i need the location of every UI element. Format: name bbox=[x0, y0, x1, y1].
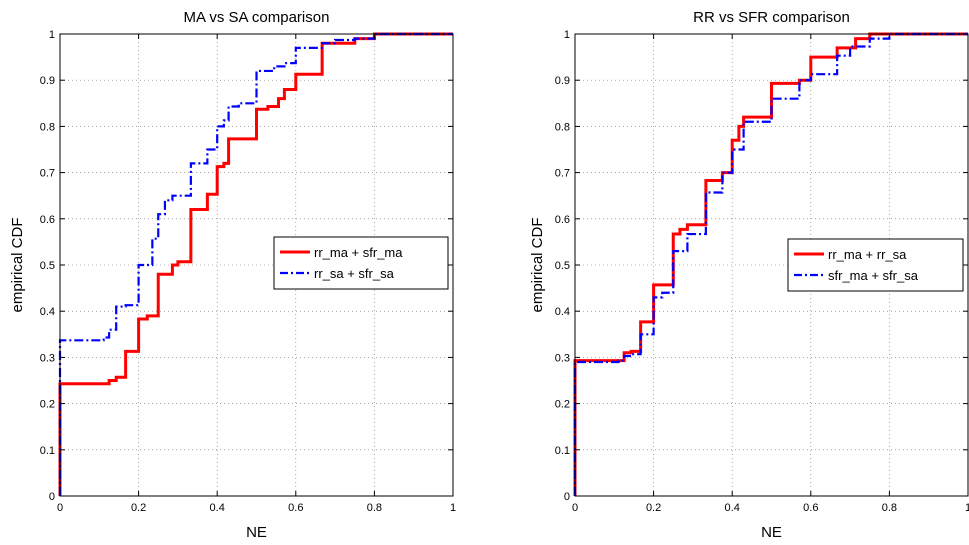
chart-title: RR vs SFR comparison bbox=[693, 9, 850, 26]
y-axis-label: empirical CDF bbox=[9, 217, 26, 312]
x-axis-label: NE bbox=[761, 524, 782, 541]
x-tick-label: 0 bbox=[572, 502, 578, 514]
x-axis-label: NE bbox=[246, 524, 267, 541]
y-tick-label: 0.7 bbox=[555, 168, 570, 180]
legend-entry: rr_ma + rr_sa bbox=[828, 247, 907, 262]
series-line-solid bbox=[573, 32, 968, 496]
left-cdf-plot: 0 0.2 0.4 0.6 0.8 1 0 0.1 0.2 0.3 0.4 0.5 0.6 0.7 0.8 0… bbox=[9, 9, 456, 541]
y-tick-label: 0.9 bbox=[40, 75, 55, 87]
right-cdf-plot: 0 0.2 0.4 0.6 0.8 1 0 0.1 0.2 0.3 0.4 0.5 0.6 0.7 0.8 0… bbox=[529, 9, 969, 541]
x-tick-label: 0.8 bbox=[882, 502, 897, 514]
legend-entry: rr_sa + sfr_sa bbox=[314, 266, 395, 281]
x-tick-label: 1 bbox=[965, 502, 969, 514]
y-tick-label: 0.6 bbox=[40, 214, 55, 226]
y-tick-label: 0.8 bbox=[555, 121, 570, 133]
x-tick-label: 0.8 bbox=[367, 502, 382, 514]
series-line-solid bbox=[58, 32, 453, 496]
y-tick-label: 0.4 bbox=[555, 306, 570, 318]
x-tick-label: 1 bbox=[450, 502, 456, 514]
y-axis-label: empirical CDF bbox=[529, 217, 546, 312]
legend-box bbox=[787, 238, 964, 292]
chart-title: MA vs SA comparison bbox=[184, 9, 330, 26]
y-tick-label: 0.9 bbox=[555, 75, 570, 87]
y-tick-label: 0.1 bbox=[555, 445, 570, 457]
y-tick-label: 0.4 bbox=[40, 306, 55, 318]
legend-entry: rr_ma + sfr_ma bbox=[314, 245, 403, 260]
y-tick-label: 1 bbox=[564, 29, 570, 41]
legend: rr_ma + rr_sa sfr_ma + sfr_sa bbox=[787, 238, 964, 292]
y-tick-label: 0 bbox=[564, 491, 570, 503]
legend-box bbox=[273, 236, 449, 290]
legend: rr_ma + sfr_ma rr_sa + sfr_sa bbox=[273, 236, 449, 290]
y-tick-label: 0.3 bbox=[40, 352, 55, 364]
y-tick-label: 1 bbox=[49, 29, 55, 41]
y-tick-label: 0.1 bbox=[40, 445, 55, 457]
y-tick-label: 0.7 bbox=[40, 168, 55, 180]
x-tick-label: 0.6 bbox=[288, 502, 303, 514]
legend-entry: sfr_ma + sfr_sa bbox=[828, 268, 919, 283]
x-tick-label: 0 bbox=[57, 502, 63, 514]
y-tick-label: 0.3 bbox=[555, 352, 570, 364]
series-line-dashdot bbox=[58, 32, 453, 496]
series-line-dashdot bbox=[573, 32, 968, 496]
y-tick-label: 0.2 bbox=[555, 399, 570, 411]
x-tick-label: 0.4 bbox=[725, 502, 740, 514]
x-tick-label: 0.2 bbox=[131, 502, 146, 514]
y-tick-label: 0.2 bbox=[40, 399, 55, 411]
x-tick-label: 0.2 bbox=[646, 502, 661, 514]
x-tick-label: 0.4 bbox=[210, 502, 225, 514]
x-tick-label: 0.6 bbox=[803, 502, 818, 514]
y-tick-label: 0 bbox=[49, 491, 55, 503]
y-tick-label: 0.6 bbox=[555, 214, 570, 226]
y-tick-label: 0.5 bbox=[40, 260, 55, 272]
y-tick-label: 0.8 bbox=[40, 121, 55, 133]
y-tick-label: 0.5 bbox=[555, 260, 570, 272]
